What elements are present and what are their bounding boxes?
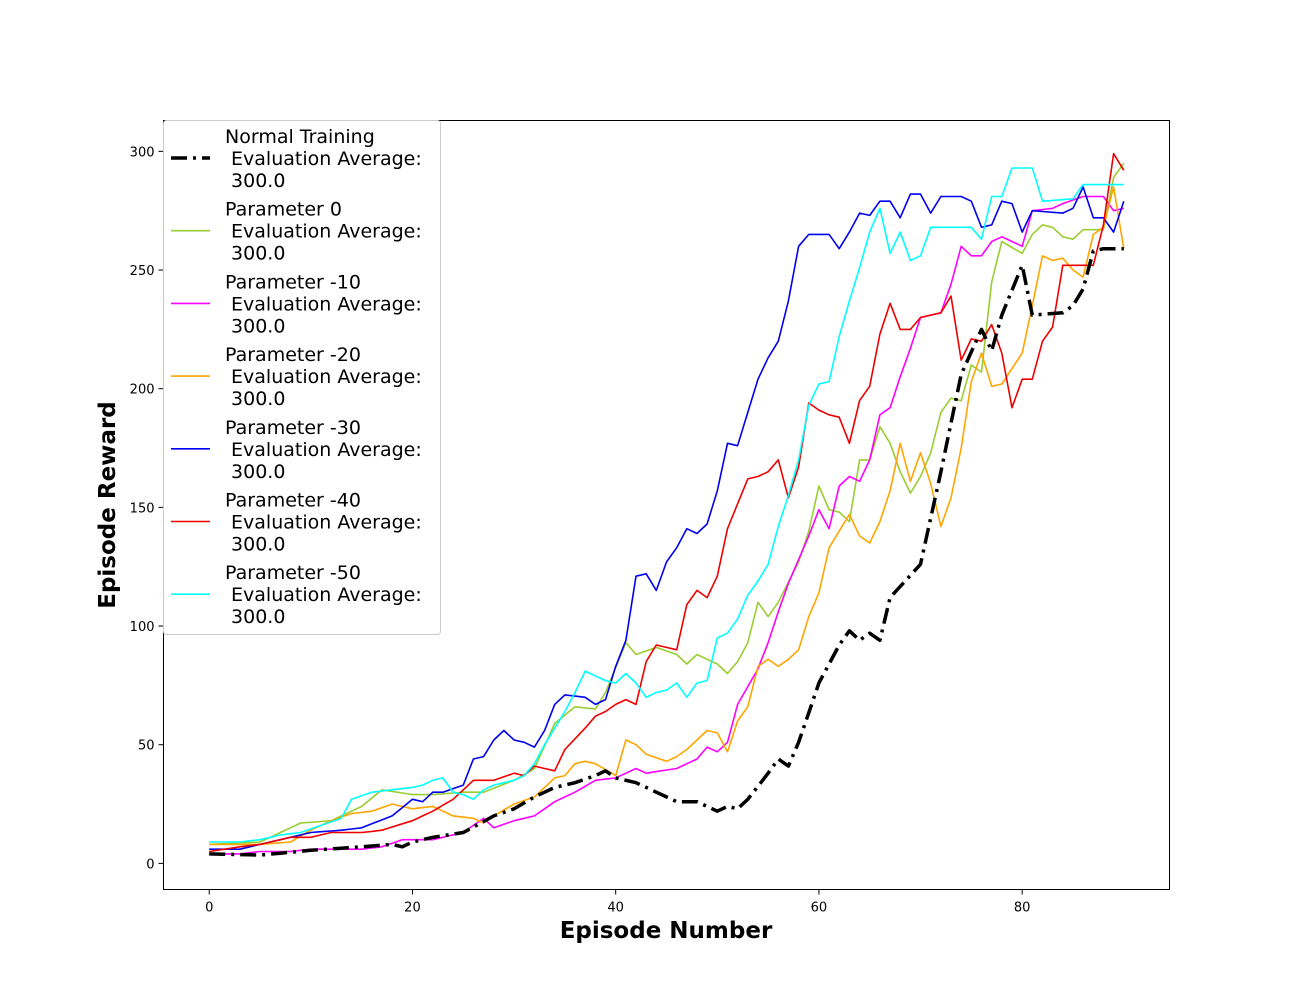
x-tick-label-0: 0 bbox=[205, 901, 213, 916]
series-line-1 bbox=[209, 162, 1125, 846]
series-line-6 bbox=[209, 167, 1124, 843]
x-tick-label-2: 40 bbox=[607, 901, 624, 916]
y-tick-label-0: 0 bbox=[146, 857, 154, 872]
x-axis-ticks: 0 20 40 60 80 bbox=[205, 889, 1031, 916]
y-tick-label-1: 50 bbox=[138, 739, 155, 754]
legend: Normal Training Evaluation Average: 300.… bbox=[163, 120, 441, 635]
series-line-2 bbox=[209, 195, 1124, 855]
series-line-5 bbox=[209, 152, 1125, 853]
y-tick-label-3: 150 bbox=[130, 501, 155, 516]
legend-label-1: Parameter 0 Evaluation Average: 300.0 bbox=[225, 199, 422, 265]
y-tick-label-5: 250 bbox=[130, 264, 155, 279]
x-tick-label-4: 80 bbox=[1014, 901, 1031, 916]
legend-frame bbox=[163, 120, 441, 635]
series-line-3 bbox=[209, 186, 1125, 846]
legend-label-5: Parameter -40 Evaluation Average: 300.0 bbox=[225, 490, 422, 556]
x-tick-label-3: 60 bbox=[811, 901, 828, 916]
legend-label-2: Parameter -10 Evaluation Average: 300.0 bbox=[225, 271, 422, 337]
y-axis-ticks: 0 50 100 150 200 250 300 bbox=[130, 145, 164, 872]
legend-label-6: Parameter -50 Evaluation Average: 300.0 bbox=[225, 562, 422, 628]
x-tick-label-1: 20 bbox=[404, 901, 421, 916]
y-tick-label-6: 300 bbox=[130, 145, 155, 160]
legend-label-0: Normal Training Evaluation Average: 300.… bbox=[225, 126, 422, 192]
series-line-4 bbox=[209, 186, 1125, 851]
y-axis-label: Episode Reward bbox=[95, 401, 121, 609]
legend-label-3: Parameter -20 Evaluation Average: 300.0 bbox=[225, 344, 422, 410]
series-group bbox=[209, 152, 1125, 857]
x-axis-label: Episode Number bbox=[560, 918, 773, 944]
legend-label-4: Parameter -30 Evaluation Average: 300.0 bbox=[225, 417, 422, 483]
series-line-0 bbox=[209, 246, 1124, 857]
y-tick-label-2: 100 bbox=[130, 620, 155, 635]
y-tick-label-4: 200 bbox=[130, 383, 155, 398]
